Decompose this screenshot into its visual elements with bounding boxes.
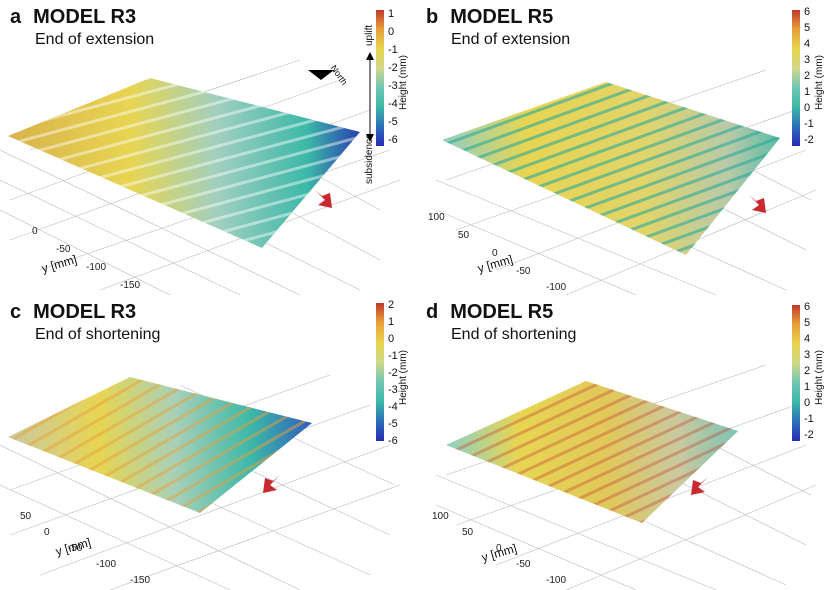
model-title: MODEL R5 — [450, 301, 554, 323]
cbar-tick: 0 — [804, 397, 811, 409]
colorbar-title: Height (mm) — [398, 54, 409, 110]
axis-tick: -150 — [120, 280, 141, 291]
axis-tick: 0 — [32, 226, 38, 237]
panel-a: a MODEL R3 End of extension North uplift … — [0, 0, 416, 295]
colorbar-d — [792, 305, 800, 441]
uplift-subsidence-arrow-icon — [366, 52, 374, 142]
axis-tick: 50 — [458, 230, 470, 241]
terrain-ridges-c — [8, 377, 312, 513]
terrain-ridges-a — [8, 78, 360, 248]
panel-c-header: c MODEL R3 End of shortening — [10, 301, 160, 344]
axis-tick: 100 — [432, 511, 449, 522]
cbar-tick: 6 — [804, 301, 811, 313]
cbar-tick: 2 — [804, 70, 811, 82]
cbar-tick: 5 — [804, 317, 811, 329]
cbar-tick: -1 — [804, 413, 814, 425]
cbar-tick: -5 — [388, 418, 398, 430]
surface-plot-b — [435, 69, 817, 295]
cbar-tick: -2 — [804, 429, 814, 441]
cbar-tick: -1 — [804, 118, 814, 130]
cbar-tick: 1 — [804, 86, 811, 98]
panel-d-header: d MODEL R5 End of shortening — [426, 301, 576, 344]
surface-plot-d — [435, 364, 817, 590]
cbar-tick: 3 — [804, 349, 811, 361]
panel-b: b MODEL R5 End of extension 6 5 4 3 2 1 0… — [416, 0, 832, 295]
uplift-label: uplift — [364, 24, 375, 46]
cbar-tick: 4 — [804, 38, 811, 50]
cbar-tick: -2 — [388, 62, 398, 74]
cbar-tick: -5 — [388, 116, 398, 128]
cbar-tick: 2 — [388, 299, 395, 311]
panel-letter: c — [10, 301, 22, 323]
cbar-tick: 2 — [804, 365, 811, 377]
cbar-tick: 3 — [804, 54, 811, 66]
axis-tick: -100 — [96, 559, 117, 570]
cbar-tick: -1 — [388, 44, 398, 56]
cbar-tick: -3 — [388, 80, 398, 92]
cbar-tick: -2 — [804, 134, 814, 146]
arrow-b — [749, 195, 766, 213]
colorbar-a — [376, 10, 384, 146]
axis-tick: 100 — [428, 212, 445, 223]
terrain-ridges-d — [446, 381, 738, 523]
panel-d: d MODEL R5 End of shortening 6 5 4 3 2 1 … — [416, 295, 832, 590]
axis-tick: -100 — [86, 262, 107, 273]
axis-tick: -50 — [56, 244, 71, 255]
axis-tick: -150 — [130, 575, 151, 586]
stage-label: End of extension — [35, 31, 155, 48]
panel-a-header: a MODEL R3 End of extension — [10, 6, 154, 49]
model-title: MODEL R5 — [450, 6, 554, 28]
arrow-d — [691, 477, 708, 495]
cbar-tick: 0 — [388, 26, 395, 38]
axis-tick: 0 — [44, 527, 50, 538]
arrow-c — [263, 475, 280, 493]
panel-letter: a — [10, 6, 22, 28]
panel-b-header: b MODEL R5 End of extension — [426, 6, 570, 49]
surface-plot-a — [0, 59, 401, 295]
cbar-tick: 1 — [804, 381, 811, 393]
cbar-tick: 5 — [804, 22, 811, 34]
stage-label: End of shortening — [451, 326, 577, 343]
colorbar-title: Height (mm) — [814, 54, 825, 110]
cbar-tick: 0 — [804, 102, 811, 114]
cbar-tick: 6 — [804, 6, 811, 18]
axis-tick: 50 — [20, 511, 32, 522]
colorbar-title: Height (mm) — [398, 349, 409, 405]
surface-plot-c — [0, 374, 401, 590]
axis-tick: -100 — [546, 575, 567, 586]
axis-tick: -50 — [516, 559, 531, 570]
axis-tick: -50 — [68, 543, 83, 554]
cbar-tick: -6 — [388, 435, 398, 447]
panel-letter: d — [426, 301, 439, 323]
cbar-tick: 0 — [388, 333, 395, 345]
panel-c: c MODEL R3 End of shortening 2 1 0 -1 -2 … — [0, 295, 416, 590]
cbar-tick: -6 — [388, 134, 398, 146]
cbar-tick: 1 — [388, 8, 395, 20]
cbar-tick: -1 — [388, 350, 398, 362]
axis-tick: 50 — [462, 527, 474, 538]
cbar-tick: 4 — [804, 333, 811, 345]
model-title: MODEL R3 — [33, 6, 137, 28]
cbar-tick: -3 — [388, 384, 398, 396]
model-title: MODEL R3 — [33, 301, 137, 323]
axis-tick: -50 — [516, 266, 531, 277]
colorbar-b — [792, 10, 800, 146]
colorbar-title: Height (mm) — [814, 349, 825, 405]
cbar-tick: 1 — [388, 316, 395, 328]
terrain-ridges-b — [442, 82, 780, 255]
arrow-a — [315, 190, 332, 208]
stage-label: End of shortening — [35, 326, 161, 343]
colorbar-c — [376, 303, 384, 441]
cbar-tick: -4 — [388, 401, 398, 413]
stage-label: End of extension — [451, 31, 571, 48]
axis-tick: 0 — [496, 543, 502, 554]
cbar-tick: -2 — [388, 367, 398, 379]
north-arrow-icon — [308, 70, 334, 80]
axis-tick: 0 — [492, 248, 498, 259]
panel-letter: b — [426, 6, 439, 28]
axis-tick: -100 — [546, 282, 567, 293]
cbar-tick: -4 — [388, 98, 398, 110]
